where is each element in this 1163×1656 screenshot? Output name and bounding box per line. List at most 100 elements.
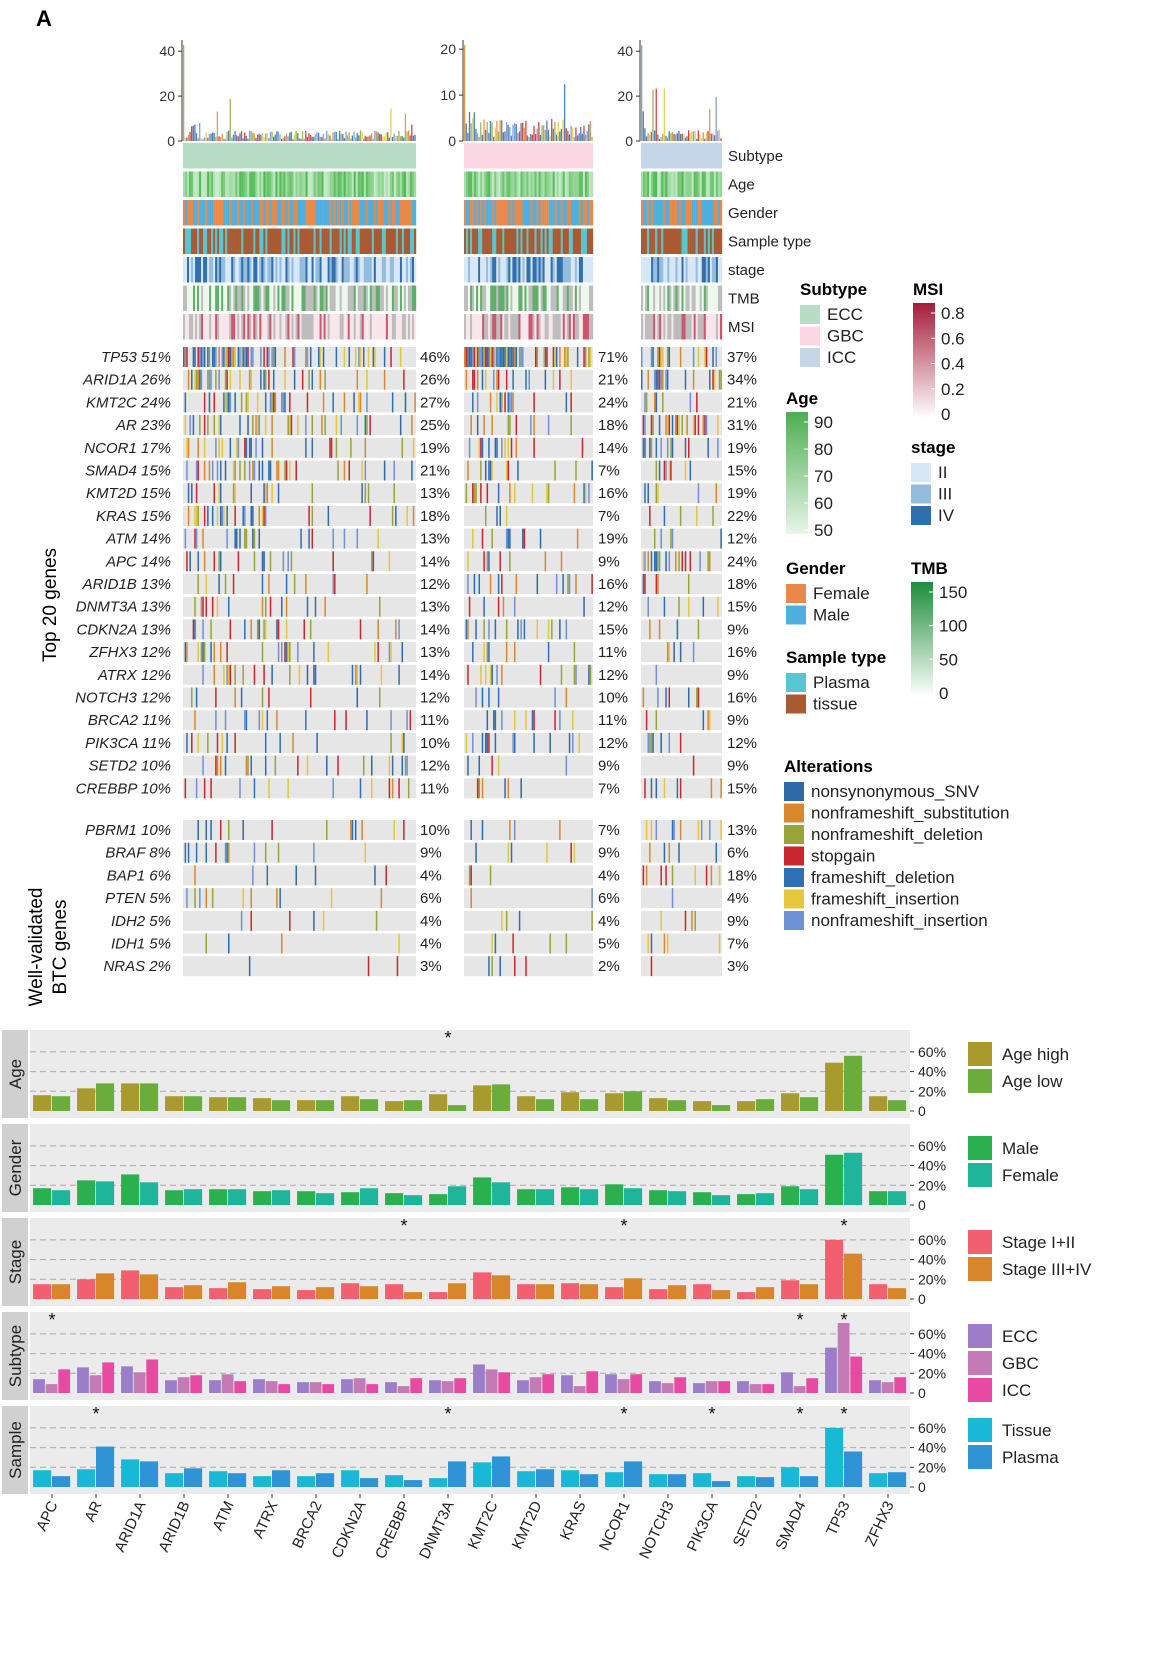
row-bg [641,842,722,863]
gene-row-ar: AR 23% 25% 18% 31% [115,415,757,436]
track-cell [590,171,594,197]
track-cell [315,200,318,226]
alteration-mark [334,710,336,731]
alteration-mark [512,347,514,367]
alteration-mark [371,551,373,572]
track-cell [717,200,721,226]
legend-title: Alterations [784,757,873,776]
track-cell [275,228,278,254]
track-cell [305,285,308,311]
bar-stage-stage-i-ii-pik3ca [693,1284,712,1299]
facet-label: Gender [6,1139,25,1196]
alteration-mark [284,369,286,390]
alteration-mark [226,732,228,753]
track-cell [243,285,246,311]
track-cell [201,228,204,254]
alteration-mark [570,369,572,390]
alteration-mark [271,437,273,458]
tmb-bar [406,131,408,141]
alteration-mark [268,778,270,799]
track-cell [669,228,672,254]
alteration-mark [258,619,261,640]
track-cell [261,200,264,226]
track-cell [253,285,256,311]
track-cell [474,171,477,197]
bar-sample-tissue-crebbp [385,1475,404,1487]
track-cell [536,285,539,311]
track-cell [275,171,278,197]
track-cell [185,257,188,283]
alteration-mark [707,551,709,572]
track-cell [683,314,686,340]
alteration-mark [403,369,405,390]
track-cell [339,285,342,311]
alteration-mark [501,347,503,367]
track-cell [663,314,666,340]
alteration-mark [694,415,696,436]
tmb-bar [353,131,355,141]
gene-row-pten: PTEN 5% 6% 6% 4% [105,888,749,909]
track-cell [703,257,706,283]
track-cell [403,314,407,340]
track-cell [713,171,717,197]
track-cell [365,314,368,340]
alteration-mark [497,483,500,504]
row-bg [641,778,722,799]
alteration-mark [497,347,500,367]
bar-subtype-icc-ar [102,1362,115,1393]
track-cell [363,314,366,340]
alteration-mark [515,415,518,436]
track-cell [271,314,274,340]
bar-age-age-low-atrx [272,1100,291,1111]
track-cell [713,285,717,311]
y-tick-label: 60% [918,1232,946,1248]
track-cell [572,257,576,283]
track-cell [199,314,202,340]
x-tick-label: NCOR1 [596,1499,634,1554]
alteration-mark [480,437,482,458]
alteration-mark [202,664,204,685]
track-cell [514,257,517,283]
track-cell [576,200,580,226]
track-cell [512,171,515,197]
alteration-mark [486,551,489,572]
tmb-bar [284,136,286,141]
tmb-bar [303,138,305,141]
track-cell [361,171,364,197]
track-cell [229,257,232,283]
alteration-mark [520,619,522,640]
tmb-bar [647,133,649,141]
track-cell [649,200,652,226]
track-cell [329,228,332,254]
y-tick-label: 20 [617,88,633,104]
track-cell [671,171,674,197]
tmb-bar [663,88,665,141]
track-gender: Gender [183,200,778,226]
alteration-mark [240,910,243,931]
track-cell [347,171,350,197]
alteration-mark [689,392,692,413]
track-cell [671,228,674,254]
alteration-mark [388,551,391,572]
track-cell [227,228,230,254]
track-cell [335,171,338,197]
track-cell [413,314,417,340]
alteration-mark [205,596,207,617]
track-cell [355,314,358,340]
track-cell [285,228,288,254]
track-cell [317,171,320,197]
track-cell [719,228,723,254]
track-cell [496,228,499,254]
alteration-mark [679,732,682,753]
alteration-mark [343,460,346,481]
track-cell [572,171,576,197]
alteration-mark [476,369,479,390]
track-cell [572,200,576,226]
alteration-mark [406,755,408,776]
alteration-mark [652,732,654,753]
alteration-mark [505,369,508,390]
track-cell [283,314,286,340]
track-cell [709,171,713,197]
track-cell [307,228,310,254]
alteration-mark [186,551,188,572]
